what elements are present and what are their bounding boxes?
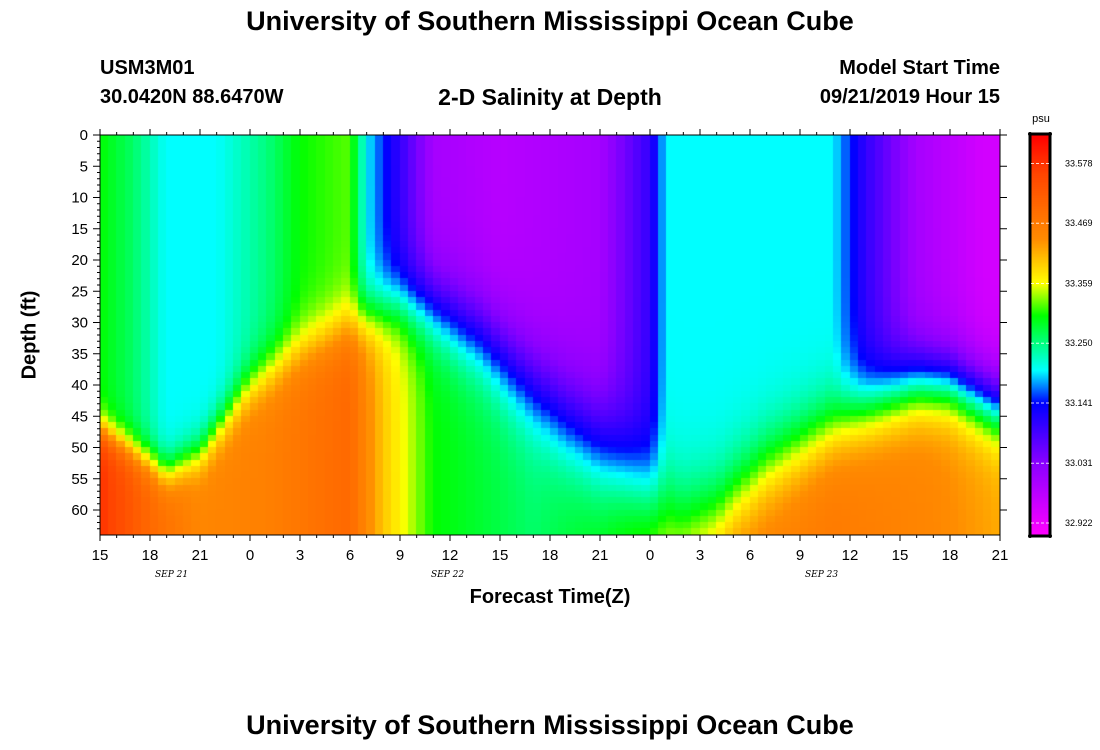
x-tick-label: 18 (942, 547, 959, 564)
y-tick-label: 15 (71, 221, 88, 238)
colorbar-label: 33.250 (1065, 338, 1093, 348)
y-tick-label: 5 (80, 158, 88, 175)
x-tick-label: 18 (542, 547, 559, 564)
x-tick-label: 18 (142, 547, 159, 564)
y-tick-label: 55 (71, 471, 88, 488)
x-tick-label: 15 (92, 547, 109, 564)
y-tick-label: 30 (71, 315, 88, 332)
x-tick-label: 9 (796, 547, 804, 564)
x-tick-label: 21 (592, 547, 609, 564)
y-tick-label: 40 (71, 377, 88, 394)
page-title-bottom: University of Southern Mississippi Ocean… (246, 710, 854, 740)
x-tick-label: 3 (296, 547, 304, 564)
station-id: USM3M01 (100, 57, 195, 79)
colorbar-corner-dot (1048, 534, 1052, 538)
station-location: 30.0420N 88.6470W (100, 86, 284, 108)
date-label-sep23: SEP 23 (805, 570, 839, 580)
y-tick-label: 25 (71, 283, 88, 300)
colorbar-label: 33.031 (1065, 458, 1093, 468)
colorbar-unit: psu (1032, 113, 1050, 125)
colorbar-corner-dot (1028, 534, 1032, 538)
colorbar-label: 32.922 (1065, 518, 1093, 528)
colorbar-label: 33.141 (1065, 398, 1093, 408)
x-tick-label: 12 (442, 547, 459, 564)
y-tick-label: 45 (71, 408, 88, 425)
date-label-sep21: SEP 21 (155, 570, 189, 580)
plot-frame (99, 134, 1001, 536)
y-tick-label: 35 (71, 346, 88, 363)
y-tick-label: 10 (71, 190, 88, 207)
x-tick-label: 0 (246, 547, 254, 564)
colorbar-corner-dot (1028, 132, 1032, 136)
x-tick-label: 12 (842, 547, 859, 564)
colorbar-label: 33.578 (1065, 158, 1093, 168)
x-tick-label: 15 (892, 547, 909, 564)
colorbar-label: 33.469 (1065, 218, 1093, 228)
y-tick-label: 60 (71, 502, 88, 519)
colorbar-gradient (1031, 135, 1049, 535)
colorbar-corner-dot (1048, 132, 1052, 136)
y-tick-label: 50 (71, 440, 88, 457)
x-tick-label: 15 (492, 547, 509, 564)
y-axis-title: Depth (ft) (18, 290, 41, 380)
x-tick-label: 9 (396, 547, 404, 564)
x-axis-title: Forecast Time(Z) (469, 586, 631, 608)
colorbar-frame (1028, 132, 1052, 538)
colorbar-label: 33.359 (1065, 278, 1093, 288)
page-title-top: University of Southern Mississippi Ocean… (246, 6, 854, 36)
y-tick-label: 20 (71, 252, 88, 269)
y-tick-label: 0 (80, 127, 88, 144)
plot-title: 2-D Salinity at Depth (438, 84, 662, 110)
x-tick-label: 6 (346, 547, 354, 564)
x-tick-label: 6 (746, 547, 754, 564)
model-start-label: Model Start Time (839, 57, 1000, 79)
x-tick-label: 21 (192, 547, 209, 564)
salinity-heatmap (100, 135, 1000, 535)
model-start-time: 09/21/2019 Hour 15 (819, 86, 1000, 108)
x-tick-label: 0 (646, 547, 654, 564)
x-tick-label: 3 (696, 547, 704, 564)
x-tick-label: 21 (992, 547, 1009, 564)
date-label-sep22: SEP 22 (431, 570, 465, 580)
